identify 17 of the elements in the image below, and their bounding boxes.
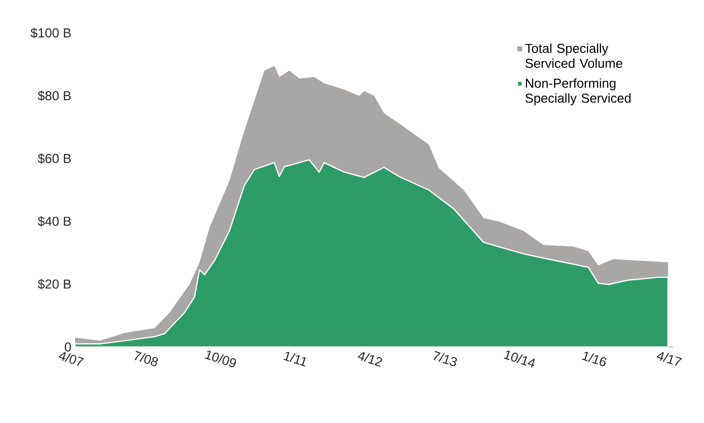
x-tick-label: 4/07	[58, 352, 84, 366]
x-tick-label: 4/17	[656, 352, 682, 366]
legend-label: Non-Performing Specially Serviced	[525, 78, 631, 106]
y-tick-label: $80 B	[38, 90, 71, 102]
x-tick-label: 4/12	[358, 352, 382, 367]
x-tick-label: 1/16	[582, 352, 606, 366]
legend-label: Total Specially Serviced Volume	[525, 43, 622, 68]
y-tick-label: $40 B	[38, 216, 71, 227]
x-tick-label: 10/14	[504, 350, 535, 368]
x-tick-label: 7/08	[134, 350, 158, 366]
y-tick-label: $60 B	[38, 153, 71, 164]
y-tick-label: 0	[64, 342, 71, 352]
y-tick-label: $100 B	[30, 28, 71, 38]
y-tick-label: $20 B	[38, 278, 71, 290]
x-tick-label: 10/09	[204, 350, 236, 368]
x-tick-label: 1/11	[283, 352, 306, 367]
x-tick-label: 7/13	[434, 350, 457, 366]
